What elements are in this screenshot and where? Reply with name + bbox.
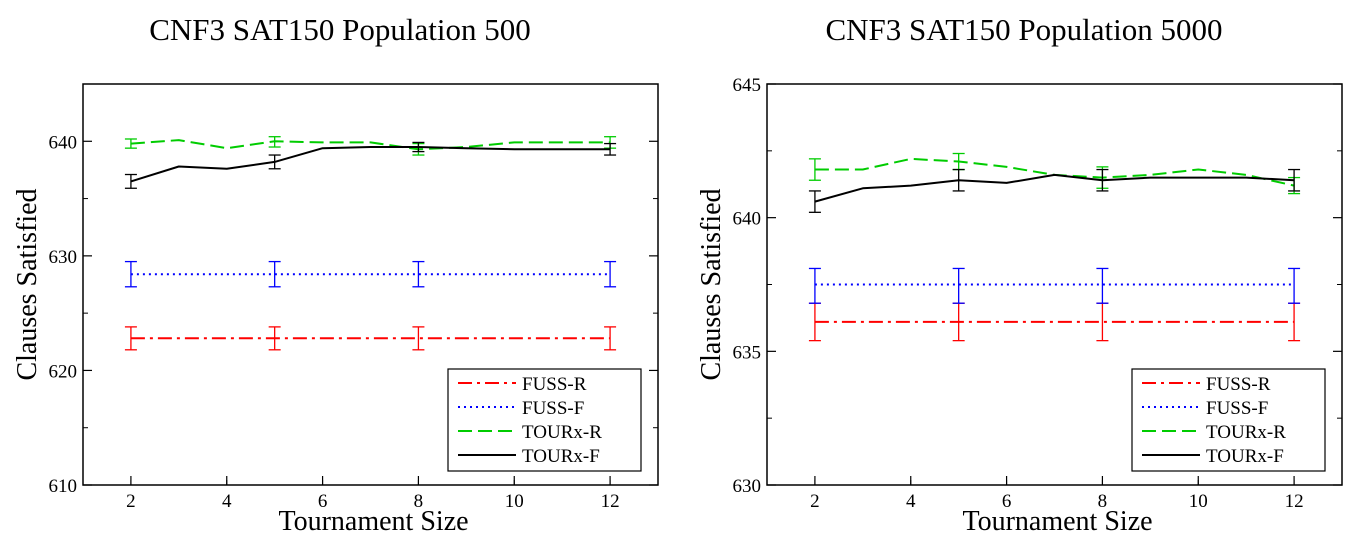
x-tick-label: 8 — [1098, 491, 1108, 512]
legend-label-fuss-r: FUSS-R — [1206, 374, 1271, 395]
legend-label-tourx-f: TOURx-F — [1206, 446, 1284, 467]
x-tick-label: 10 — [505, 491, 524, 512]
x-tick-label: 4 — [906, 491, 916, 512]
x-tick-label: 12 — [601, 491, 620, 512]
x-tick-label: 2 — [126, 491, 136, 512]
y-axis-label: Clauses Satisfied — [12, 188, 43, 380]
legend-label-fuss-r: FUSS-R — [522, 374, 587, 395]
series-line-tourx-r — [814, 157, 1295, 187]
y-axis-label: Clauses Satisfied — [696, 188, 727, 380]
y-tick-label: 640 — [733, 209, 762, 230]
legend-label-tourx-r: TOURx-R — [1206, 422, 1286, 443]
chart-title: CNF3 SAT150 Population 500 — [149, 12, 531, 47]
series-line-tourx-f — [130, 146, 611, 183]
plot-frame — [82, 83, 659, 486]
y-tick-label: 645 — [733, 75, 762, 96]
series-line-tourx-r — [130, 139, 611, 151]
legend-label-fuss-f: FUSS-F — [1206, 398, 1268, 419]
y-tick-label: 620 — [49, 361, 78, 382]
legend-label-fuss-f: FUSS-F — [522, 398, 584, 419]
y-tick-label: 630 — [733, 476, 762, 497]
chart-population-500: CNF3 SAT150 Population 500 2 4 6 8 10 12 610 620… — [12, 12, 659, 537]
series-line-tourx-f — [814, 173, 1295, 203]
x-tick-label: 2 — [810, 491, 820, 512]
x-tick-label: 6 — [1002, 491, 1012, 512]
x-axis-label: Tournament Size — [278, 506, 468, 537]
y-tick-label: 640 — [49, 132, 78, 153]
chart-panel-population-5000: CNF3 SAT150 Population 5000 2 4 6 8 10 12 630 63… — [684, 0, 1367, 540]
x-tick-label: 12 — [1285, 491, 1304, 512]
legend-label-tourx-r: TOURx-R — [522, 422, 602, 443]
chart-population-5000: CNF3 SAT150 Population 5000 2 4 6 8 10 12 630 63… — [696, 12, 1343, 537]
legend-label-tourx-f: TOURx-F — [522, 446, 600, 467]
x-tick-label: 6 — [318, 491, 328, 512]
x-tick-label: 10 — [1189, 491, 1208, 512]
y-tick-label: 610 — [49, 476, 78, 497]
x-tick-label: 8 — [414, 491, 424, 512]
chart-panel-population-500: CNF3 SAT150 Population 500 2 4 6 8 10 12 610 620… — [0, 0, 683, 540]
x-axis-label: Tournament Size — [962, 506, 1152, 537]
y-tick-label: 630 — [49, 247, 78, 268]
chart-title: CNF3 SAT150 Population 5000 — [825, 12, 1222, 47]
x-tick-label: 4 — [222, 491, 232, 512]
y-tick-label: 635 — [733, 342, 762, 363]
